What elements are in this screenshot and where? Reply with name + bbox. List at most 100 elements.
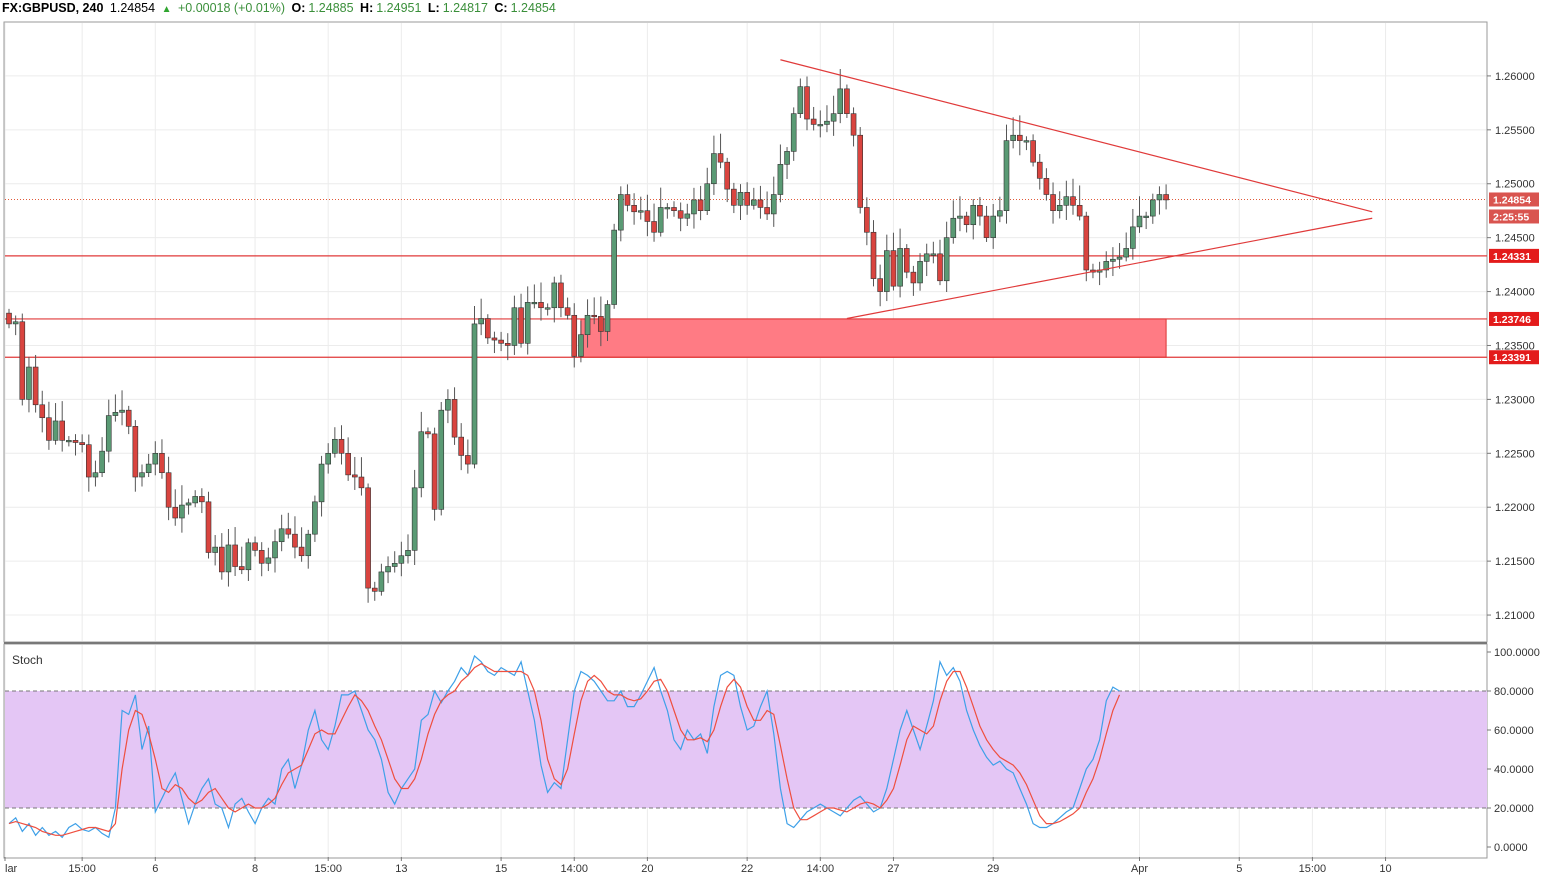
candle[interactable] [66, 440, 72, 443]
candle[interactable] [245, 542, 252, 571]
candle[interactable] [6, 312, 12, 325]
candle[interactable] [205, 501, 212, 553]
candle[interactable] [903, 248, 910, 273]
candle[interactable] [711, 153, 717, 185]
candle[interactable] [724, 161, 731, 190]
candle[interactable] [923, 253, 930, 262]
candle[interactable] [598, 316, 604, 332]
candle[interactable] [657, 207, 664, 233]
candle[interactable] [258, 550, 265, 564]
candle[interactable] [930, 253, 937, 256]
candle[interactable] [617, 194, 624, 231]
candle[interactable] [238, 566, 245, 571]
candle[interactable] [1043, 178, 1050, 195]
time-axis[interactable]: lar 15:00 6 8 15:00 13 15 14:00 20 22 14:00 27 29 Apr… [4, 857, 1392, 875]
candle[interactable] [139, 472, 145, 478]
candle[interactable] [578, 334, 584, 357]
candle[interactable] [72, 440, 79, 443]
candle[interactable] [957, 215, 963, 219]
candle[interactable] [737, 192, 744, 206]
candle[interactable] [524, 302, 531, 344]
candle[interactable] [39, 404, 46, 419]
candle[interactable] [345, 453, 351, 476]
candle[interactable] [1076, 205, 1083, 217]
candle[interactable] [411, 487, 418, 551]
candle[interactable] [199, 496, 205, 503]
candle[interactable] [458, 436, 465, 456]
candle[interactable] [212, 546, 218, 553]
candle[interactable] [551, 282, 558, 309]
candle[interactable] [478, 318, 484, 325]
candle[interactable] [1036, 161, 1043, 179]
stoch-title[interactable]: Stoch [12, 653, 43, 667]
candle[interactable] [438, 409, 445, 510]
candle[interactable] [637, 210, 644, 213]
candle[interactable] [1116, 256, 1123, 260]
candle[interactable] [86, 444, 92, 478]
candle[interactable] [312, 501, 318, 535]
candle[interactable] [1050, 194, 1056, 211]
candle[interactable] [1063, 196, 1070, 206]
demand-zone[interactable] [580, 318, 1167, 358]
candle[interactable] [165, 472, 172, 508]
candle[interactable] [671, 207, 677, 211]
candle[interactable] [970, 205, 977, 226]
candle[interactable] [232, 544, 238, 567]
candle[interactable] [764, 207, 770, 215]
candle[interactable] [797, 86, 804, 114]
candle[interactable] [837, 88, 844, 114]
candle[interactable] [265, 557, 272, 564]
candle[interactable] [558, 282, 564, 309]
candle[interactable] [59, 420, 66, 441]
candle[interactable] [750, 199, 757, 206]
candle[interactable] [817, 124, 824, 127]
candle[interactable] [219, 546, 225, 573]
candle[interactable] [1083, 215, 1090, 271]
candle[interactable] [491, 337, 498, 341]
trendline[interactable] [780, 59, 1373, 213]
candle[interactable] [152, 453, 159, 465]
candle[interactable] [757, 199, 764, 208]
candle[interactable] [943, 237, 950, 282]
candle[interactable] [378, 571, 385, 592]
candle[interactable] [371, 587, 378, 592]
candle[interactable] [332, 438, 338, 454]
candle[interactable] [963, 215, 970, 226]
candle[interactable] [1136, 215, 1143, 228]
candle[interactable] [298, 546, 305, 557]
candle[interactable] [538, 302, 544, 309]
candle[interactable] [864, 207, 870, 233]
candle[interactable] [1163, 194, 1169, 201]
candle[interactable] [830, 113, 837, 122]
candle[interactable] [105, 415, 112, 452]
candle[interactable] [79, 442, 85, 445]
candle[interactable] [1010, 134, 1016, 141]
candle[interactable] [1023, 140, 1030, 143]
trendline[interactable] [846, 217, 1373, 320]
candle[interactable] [132, 426, 139, 478]
candle[interactable] [677, 210, 684, 219]
candle[interactable] [1156, 194, 1163, 201]
candle[interactable] [518, 307, 524, 344]
candle[interactable] [1030, 140, 1036, 163]
candle[interactable] [731, 188, 737, 206]
candle[interactable] [272, 541, 278, 559]
candle[interactable] [451, 399, 458, 438]
candle[interactable] [883, 250, 890, 292]
candle[interactable] [159, 453, 165, 474]
candle[interactable] [99, 450, 105, 474]
candle[interactable] [784, 151, 790, 165]
candle[interactable] [511, 307, 518, 346]
candle[interactable] [591, 314, 598, 318]
candle[interactable] [471, 323, 478, 465]
candle[interactable] [983, 215, 990, 238]
candle[interactable] [185, 502, 192, 506]
candle[interactable] [498, 339, 504, 344]
candle[interactable] [125, 409, 132, 427]
candle[interactable] [119, 409, 125, 413]
candle[interactable] [997, 210, 1003, 217]
candle[interactable] [1130, 226, 1136, 249]
candle[interactable] [365, 487, 371, 589]
candle[interactable] [1150, 199, 1156, 217]
candle[interactable] [910, 271, 917, 284]
